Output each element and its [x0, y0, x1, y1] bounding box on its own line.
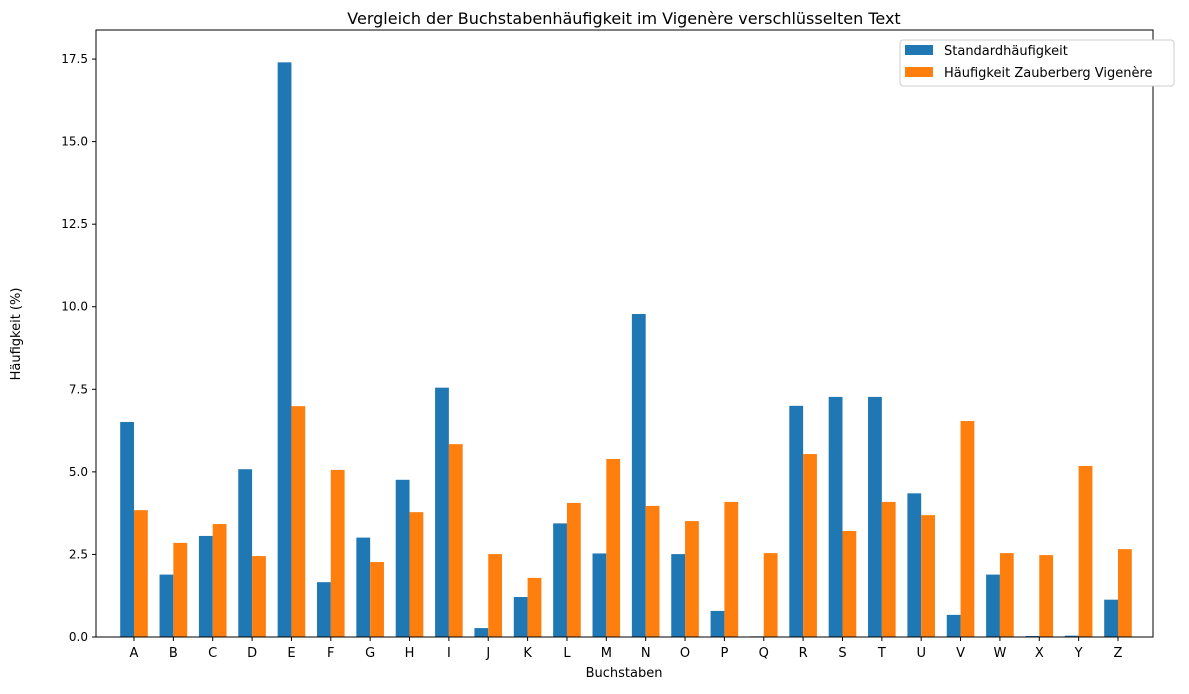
- bar-standard-u: [907, 493, 922, 637]
- x-tick-label: R: [799, 646, 808, 661]
- y-tick-label: 7.5: [69, 382, 88, 396]
- x-tick-label: T: [877, 646, 886, 661]
- x-tick-label: S: [838, 646, 846, 661]
- y-tick-label: 10.0: [61, 300, 88, 314]
- y-tick-label: 2.5: [69, 547, 88, 561]
- y-tick-label: 0.0: [69, 630, 88, 644]
- bar-standard-l: [553, 523, 567, 637]
- x-tick-label: C: [208, 646, 217, 661]
- bar-zauberberg-b: [173, 542, 188, 637]
- x-tick-label: L: [563, 646, 571, 661]
- bar-zauberberg-p: [724, 501, 739, 637]
- x-tick-label: W: [993, 646, 1006, 661]
- bar-standard-m: [592, 553, 607, 637]
- bar-zauberberg-v: [960, 421, 975, 637]
- bar-zauberberg-s: [842, 530, 857, 637]
- bar-standard-s: [828, 396, 843, 637]
- x-tick-label: I: [447, 646, 451, 661]
- legend-swatch-zauberberg: [905, 67, 933, 77]
- bar-standard-t: [868, 396, 882, 637]
- bar-standard-d: [238, 469, 253, 637]
- legend-label-zauberberg: Häufigkeit Zauberberg Vigenère: [944, 66, 1153, 81]
- x-tick-label: J: [485, 646, 490, 661]
- bar-zauberberg-e: [291, 406, 306, 637]
- x-tick-label: U: [916, 646, 926, 661]
- bar-standard-z: [1104, 599, 1118, 637]
- x-tick-label: Y: [1074, 646, 1083, 661]
- bar-zauberberg-h: [409, 512, 424, 637]
- bar-standard-v: [946, 614, 961, 637]
- chart-title: Vergleich der Buchstabenhäufigkeit im Vi…: [347, 9, 900, 28]
- x-axis-label: Buchstaben: [586, 666, 663, 681]
- bar-zauberberg-z: [1118, 549, 1132, 637]
- x-tick-label: V: [956, 646, 965, 661]
- x-tick-label: E: [287, 646, 295, 661]
- bar-zauberberg-d: [252, 556, 266, 637]
- bar-zauberberg-l: [566, 502, 581, 637]
- bar-zauberberg-y: [1078, 465, 1093, 637]
- bar-zauberberg-q: [763, 553, 778, 637]
- y-tick-label: 5.0: [69, 465, 88, 479]
- x-tick-label: F: [327, 646, 334, 661]
- x-tick-label: G: [365, 646, 375, 661]
- bar-zauberberg-w: [999, 553, 1014, 637]
- x-tick-label: X: [1035, 646, 1044, 661]
- bar-standard-w: [986, 574, 1000, 637]
- bar-standard-a: [120, 422, 134, 637]
- bar-standard-k: [513, 597, 528, 637]
- x-tick-label: D: [247, 646, 257, 661]
- bar-zauberberg-i: [448, 444, 463, 637]
- bar-zauberberg-n: [645, 505, 660, 637]
- bar-zauberberg-r: [803, 454, 817, 637]
- bar-standard-i: [435, 387, 449, 637]
- bar-zauberberg-g: [370, 562, 384, 637]
- bar-standard-h: [395, 479, 410, 637]
- bar-standard-p: [710, 610, 725, 637]
- legend-swatch-standard: [905, 45, 933, 55]
- y-tick-label: 17.5: [61, 52, 88, 66]
- x-tick-label: K: [523, 646, 532, 661]
- legend: Standardhäufigkeit Häufigkeit Zauberberg…: [899, 39, 1175, 87]
- bar-standard-y: [1064, 635, 1079, 637]
- x-tick-label: Z: [1114, 646, 1123, 661]
- bar-zauberberg-a: [134, 510, 148, 637]
- x-tick-label: Q: [759, 646, 769, 661]
- bar-standard-f: [317, 582, 331, 637]
- bar-standard-j: [474, 628, 489, 637]
- bar-zauberberg-m: [606, 458, 621, 637]
- y-tick-label: 15.0: [61, 135, 88, 149]
- bar-standard-c: [198, 535, 213, 637]
- bar-zauberberg-c: [212, 524, 227, 637]
- bar-standard-g: [356, 537, 371, 637]
- bar-standard-o: [671, 554, 686, 637]
- bar-standard-b: [159, 574, 174, 637]
- legend-label-standard: Standardhäufigkeit: [944, 44, 1068, 59]
- plot-frame: [95, 29, 1154, 638]
- bar-zauberberg-j: [488, 554, 503, 637]
- x-tick-label: A: [130, 646, 139, 661]
- bar-zauberberg-o: [685, 521, 699, 637]
- bar-zauberberg-u: [921, 515, 935, 637]
- x-tick-label: P: [720, 646, 728, 661]
- x-tick-label: H: [405, 646, 415, 661]
- bar-zauberberg-f: [330, 469, 345, 637]
- x-tick-label: O: [680, 646, 690, 661]
- bar-zauberberg-t: [881, 501, 896, 637]
- x-tick-label: N: [641, 646, 651, 661]
- bar-zauberberg-k: [527, 577, 542, 637]
- bar-zauberberg-x: [1039, 555, 1054, 637]
- bar-standard-n: [631, 314, 646, 637]
- y-axis-label: Häufigkeit (%): [9, 288, 24, 381]
- x-tick-label: M: [601, 646, 612, 661]
- x-tick-label: B: [169, 646, 178, 661]
- bar-standard-e: [277, 62, 292, 638]
- bar-standard-r: [789, 405, 804, 637]
- y-tick-label: 12.5: [61, 217, 88, 231]
